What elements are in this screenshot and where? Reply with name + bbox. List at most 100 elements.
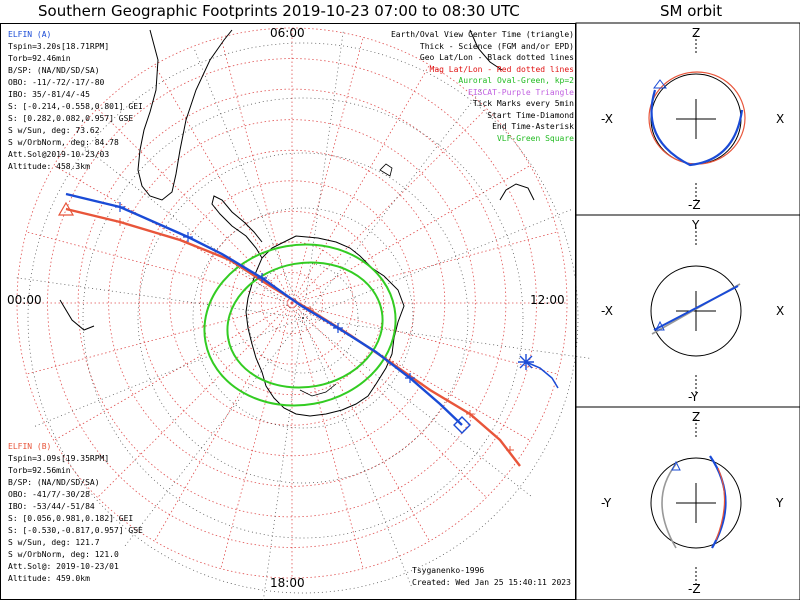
legend-item: Mag Lat/Lon - Red dotted lines [429, 64, 575, 74]
created-timestamp: Created: Wed Jan 25 15:40:11 2023 [412, 578, 571, 587]
elfin-b-lines: Tspin=3.09s[19.35RPM] Torb=92.56min B/SP: … [8, 453, 143, 585]
orbit-panels [575, 22, 800, 600]
orbit-axis-left: -Y [601, 496, 612, 510]
elfin-a-tick [405, 373, 415, 383]
mag-lon-line [97, 302, 293, 498]
orbit-marker [671, 460, 681, 471]
elfin-a-orbit [650, 89, 744, 167]
orbit-marker [655, 320, 665, 331]
elfin-b-center-triangle [57, 201, 75, 216]
orbit-axis-bottom: -Y [688, 390, 699, 404]
mag-lon-line [291, 37, 364, 304]
elfin-a-tick [183, 232, 193, 242]
mag-lon-line [291, 64, 430, 304]
elfin-b-info-line: Tspin=3.09s[19.35RPM] [8, 454, 110, 463]
elfin-a-info-line: S w/Sun, deg: 73.62 [8, 126, 100, 135]
mag-lon-line [154, 302, 293, 542]
geo-lon-line [302, 317, 591, 359]
geo-lon-line [302, 209, 573, 319]
geo-lon-line [33, 317, 304, 427]
elfin-a-info-line: S: [-0.214,-0.558,0.801] GEI [8, 102, 143, 111]
legend-item: Start Time-Diamond [487, 110, 574, 120]
mag-lon-line [97, 108, 293, 304]
orbit-axis-left: -X [601, 304, 613, 318]
polar-map [0, 23, 591, 600]
elfin-a-tick [115, 202, 125, 212]
mag-lat-circle [199, 210, 385, 396]
geo-lon-line [302, 30, 344, 319]
elfin-b-info-line: OBO: -41/7/-30/28 [8, 490, 90, 499]
legend-item: Thick - Science (FGM and/or EPD) [419, 41, 574, 51]
orbit-gray [661, 463, 677, 549]
elfin-a-tick [333, 323, 343, 333]
mag-lon-line [26, 231, 293, 304]
coast-outline [469, 29, 503, 71]
legend: Earth/Oval View Center Time (triangle) Th… [391, 29, 574, 144]
legend-item: Tick Marks every 5min [472, 99, 574, 108]
elfin-a-start-diamond [453, 416, 471, 434]
legend-item: EISCAT-Purple Triangle [468, 87, 574, 97]
elfin-a-info-line: Altitude: 458.3km [8, 162, 90, 171]
geo-lat-circle [82, 97, 524, 539]
mag-lon-line [291, 108, 487, 304]
elfin-a-lines: Tspin=3.20s[18.71RPM] Torb=92.46min B/SP: … [8, 41, 143, 173]
elfin-b-info-line: S w/Sun, deg: 121.7 [8, 538, 100, 547]
elfin-b-info-line: Torb=92.56min [8, 466, 71, 475]
elfin-a-info: ELFIN (A) Tspin=3.20s[18.71RPM] Torb=92.4… [8, 29, 143, 173]
orbit-marker [653, 79, 667, 89]
orbit-panel-3-frame [575, 406, 800, 600]
elfin-a-info-line: Att.Sol@2019-10-23/03 [8, 150, 110, 159]
mag-lon-line [291, 231, 558, 304]
mlt-right-label: 12:00 [530, 293, 565, 307]
page-title: Southern Geographic Footprints 2019-10-2… [38, 2, 520, 20]
auroral-oval-outer [203, 243, 397, 407]
peninsula-outline [211, 195, 263, 259]
orbit-axis-right: X [776, 304, 785, 318]
mag-lon-line [53, 165, 293, 304]
geo-lon-line [194, 48, 304, 319]
mag-lat-circle [16, 27, 568, 579]
elfin-a-orbit [653, 285, 739, 331]
elfin-a-info-line: Torb=92.46min [8, 54, 71, 63]
elfin-a-info-line: B/SP: (NA/ND/SD/SA) [8, 66, 100, 75]
mag-lon-line [220, 302, 293, 569]
antarctica-outline [245, 235, 405, 417]
legend-item: End Time-Asterisk [492, 122, 574, 131]
orbit-title: SM orbit [660, 2, 723, 20]
elfin-b-orbit [648, 71, 746, 165]
mlt-bottom-label: 18:00 [270, 576, 305, 590]
legend-item: Earth/Oval View Center Time (triangle) [390, 30, 574, 39]
island-outline [379, 163, 393, 177]
geo-lat-circle [27, 42, 579, 594]
mag-lon-line [291, 302, 531, 441]
earth-circle [650, 265, 742, 357]
elfin-b-info-line: S: [-0.530,-0.817,0.957] GSE [8, 526, 143, 535]
geo-lat-circle [192, 207, 414, 429]
elfin-b-info-line: IBO: -53/44/-51/84 [8, 502, 95, 511]
mag-lat-circle [261, 272, 323, 334]
elfin-b-track [65, 207, 521, 467]
mag-lon-line [291, 302, 558, 375]
elfin-a-info-line: OBO: -11/-72/-17/-80 [8, 78, 105, 87]
geo-lon-line [302, 317, 412, 588]
mag-lon-line [291, 165, 531, 304]
orbit-axis-right: X [776, 112, 785, 126]
auroral-oval-inner [226, 261, 384, 389]
geo-lat-circle [247, 262, 359, 374]
geo-lon-line [263, 317, 304, 600]
mlt-top-label: 06:00 [270, 26, 305, 40]
elfin-a-info-line: Tspin=3.20s[18.71RPM] [8, 42, 110, 51]
geo-lon-line [74, 139, 304, 319]
elfin-b-tick [466, 410, 474, 418]
elfin-b-info-line: S w/OrbNorm, deg: 121.0 [8, 550, 119, 559]
orbit-axis-bottom: -Z [688, 582, 701, 596]
orbit-axis-left: -X [601, 112, 613, 126]
elfin-b-info: ELFIN (B) Tspin=3.09s[19.35RPM] Torb=92.5… [8, 441, 143, 585]
mag-lon-line [53, 302, 293, 441]
orbit-axis-top: Y [692, 218, 700, 232]
legend-item: Geo Lat/Lon - Black dotted lines [419, 53, 574, 62]
mag-lon-line [154, 64, 293, 304]
legend-item: VLF-Green Square [496, 133, 574, 143]
south-america-outline [137, 29, 233, 201]
